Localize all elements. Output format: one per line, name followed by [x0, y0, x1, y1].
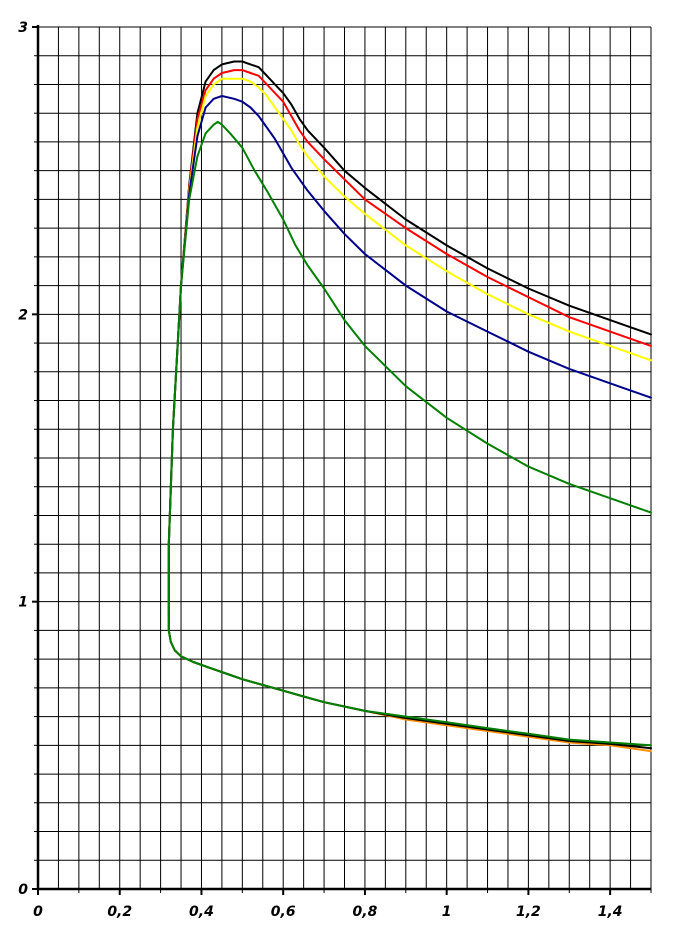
x-tick-label: 0,2 [107, 904, 132, 920]
x-tick-label: 1,4 [598, 904, 623, 920]
x-tick-label: 0 [33, 904, 43, 920]
series-line-5 [167, 120, 652, 617]
x-tick-label: 0,8 [353, 904, 378, 920]
series-line-4 [167, 95, 652, 617]
chart-tick-labels: 0 0,2 0,4 0,6 0,8 1 1,2 1,4 0 1 2 3 [18, 20, 622, 920]
y-tick-label: 1 [18, 595, 28, 611]
y-tick-label: 3 [18, 20, 28, 36]
x-tick-label: 1 [442, 904, 452, 920]
y-tick-label: 2 [18, 307, 28, 323]
x-tick-label: 1,2 [516, 904, 541, 920]
chart-axes [32, 25, 652, 895]
chart-series [167, 60, 652, 753]
series-line-8 [167, 615, 652, 747]
y-tick-label: 0 [18, 882, 28, 898]
x-tick-label: 0,4 [189, 904, 214, 920]
x-tick-label: 0,6 [271, 904, 296, 920]
chart-grid [38, 26, 652, 889]
